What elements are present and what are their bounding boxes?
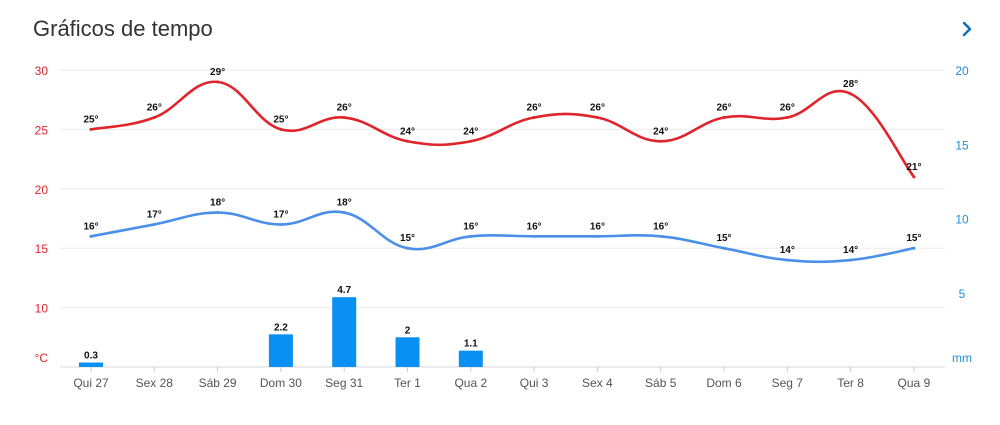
x-axis-tick: Sáb 29	[199, 376, 237, 390]
max-temp-point	[659, 139, 663, 143]
x-axis-tick: Qui 27	[73, 376, 109, 390]
min-temp-point	[659, 234, 663, 238]
max-temp-point	[89, 127, 93, 131]
min-temp-label: 14°	[843, 245, 858, 256]
min-temp-point	[849, 258, 853, 262]
left-axis-tick: 25	[35, 123, 49, 137]
precip-bar	[268, 334, 293, 367]
left-axis-tick: 30	[35, 64, 49, 78]
precip-bar	[332, 297, 357, 367]
max-temp-label: 28°	[843, 79, 858, 90]
precip-bar	[458, 350, 483, 367]
min-temp-label: 15°	[400, 233, 415, 244]
min-temp-point	[785, 258, 789, 262]
max-temp-point	[532, 116, 536, 120]
min-temp-point	[469, 234, 473, 238]
max-temp-point	[722, 116, 726, 120]
left-axis-unit: °C	[35, 351, 49, 365]
precip-label: 2	[405, 325, 411, 336]
left-axis-tick: 15	[35, 242, 49, 256]
min-temp-label: 17°	[273, 209, 288, 220]
max-temp-label: 29°	[210, 67, 225, 78]
max-temp-label: 24°	[463, 126, 478, 137]
page-title: Gráficos de tempo	[33, 16, 213, 41]
max-temp-label: 24°	[400, 126, 415, 137]
min-temp-label: 14°	[780, 245, 795, 256]
precip-label: 1.1	[464, 339, 478, 350]
min-temp-point	[89, 234, 93, 238]
max-temp-point	[216, 80, 220, 84]
max-temp-point	[406, 139, 409, 143]
min-temp-label: 16°	[590, 221, 605, 232]
max-temp-point	[469, 139, 473, 143]
max-temp-point	[785, 116, 789, 120]
right-axis-unit: mm	[952, 351, 972, 365]
max-temp-point	[595, 116, 599, 120]
left-axis-tick: 20	[35, 183, 49, 197]
precip-bar	[79, 362, 103, 367]
x-axis-tick: Sex 28	[136, 376, 174, 390]
precip-label: 0.3	[84, 351, 98, 362]
x-axis-tick: Qua 9	[898, 376, 931, 390]
min-temp-point	[152, 222, 156, 226]
right-axis-tick: 5	[959, 287, 966, 301]
precip-label: 2.2	[274, 322, 288, 333]
right-axis-tick: 15	[955, 138, 969, 152]
max-temp-label: 26°	[590, 103, 605, 114]
min-temp-point	[406, 246, 409, 250]
max-temp-label: 25°	[83, 114, 98, 125]
min-temp-label: 15°	[716, 233, 731, 244]
x-axis-tick: Ter 8	[837, 376, 864, 390]
max-temp-point	[849, 92, 853, 96]
min-temp-label: 18°	[337, 198, 352, 209]
x-axis-tick: Seg 7	[772, 376, 804, 390]
min-temp-label: 16°	[83, 221, 98, 232]
min-temp-point	[216, 211, 220, 215]
max-temp-label: 26°	[527, 103, 542, 114]
min-temp-label: 16°	[653, 221, 668, 232]
max-temp-label: 25°	[273, 114, 288, 125]
min-temp-label: 18°	[210, 198, 225, 209]
precip-bar	[395, 337, 420, 367]
max-temp-point	[912, 175, 916, 179]
max-temp-point	[152, 116, 156, 120]
x-axis-tick: Sex 4	[582, 376, 613, 390]
x-axis-tick: Sáb 5	[645, 376, 677, 390]
x-axis-tick: Qui 3	[520, 376, 549, 390]
max-temp-label: 26°	[147, 103, 162, 114]
min-temp-label: 16°	[463, 221, 478, 232]
max-temp-point	[279, 127, 283, 131]
x-axis-tick: Dom 30	[260, 376, 302, 390]
max-temp-label: 26°	[716, 103, 731, 114]
right-axis-tick: 10	[955, 213, 969, 227]
min-temp-point	[912, 246, 916, 250]
chevron-right-icon	[962, 21, 972, 37]
min-temp-label: 17°	[147, 209, 162, 220]
precip-label: 4.7	[337, 285, 351, 296]
right-axis-tick: 20	[955, 64, 969, 78]
x-axis-tick: Dom 6	[706, 376, 742, 390]
min-temp-point	[722, 246, 726, 250]
min-temp-label: 16°	[527, 221, 542, 232]
min-temp-point	[342, 211, 346, 215]
min-temp-label: 15°	[906, 233, 921, 244]
max-temp-label: 26°	[337, 103, 352, 114]
left-axis-tick: 10	[35, 302, 49, 316]
min-temp-point	[595, 234, 599, 238]
min-temp-point	[279, 222, 283, 226]
max-temp-label: 21°	[906, 162, 921, 173]
next-button[interactable]	[955, 14, 979, 44]
x-axis-tick: Seg 31	[325, 376, 363, 390]
max-temp-label: 26°	[780, 103, 795, 114]
min-temp-point	[532, 234, 536, 238]
max-temp-point	[342, 116, 346, 120]
max-temp-label: 24°	[653, 126, 668, 137]
x-axis-tick: Ter 1	[394, 376, 421, 390]
x-axis-tick: Qua 2	[454, 376, 487, 390]
